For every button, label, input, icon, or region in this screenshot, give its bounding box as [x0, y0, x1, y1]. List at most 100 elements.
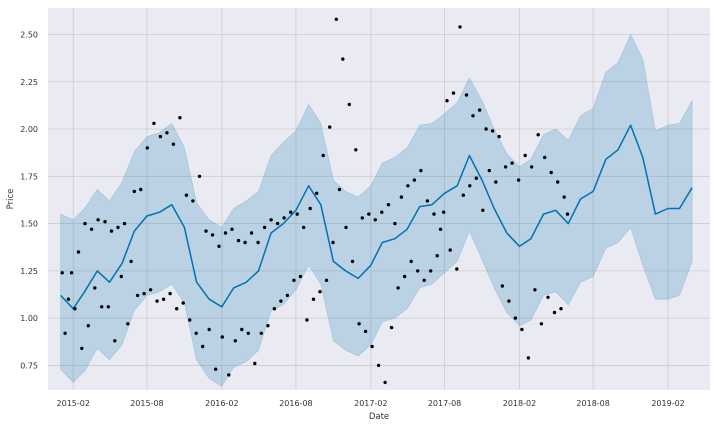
observation-point — [393, 221, 397, 226]
observation-point — [442, 210, 446, 214]
x-tick-label: 2015-02 — [57, 399, 90, 408]
observation-point — [370, 344, 374, 349]
observation-point — [562, 195, 566, 199]
observation-point — [240, 327, 244, 332]
observation-point — [516, 178, 521, 182]
observation-point — [494, 180, 498, 184]
observation-point — [132, 189, 136, 194]
observation-point — [308, 206, 312, 211]
observation-point — [256, 240, 260, 245]
observation-point — [402, 274, 407, 279]
x-tick-label: 2016-02 — [205, 399, 238, 408]
observation-point — [175, 307, 179, 311]
observation-point — [315, 191, 319, 195]
observation-point — [129, 259, 133, 264]
y-tick-label: 2.25 — [20, 78, 38, 87]
observation-point — [207, 327, 211, 332]
observation-point — [126, 322, 130, 326]
x-tick-label: 2015-08 — [130, 399, 163, 408]
observation-point — [282, 216, 286, 220]
observation-point — [145, 146, 149, 150]
observation-point — [318, 290, 322, 294]
observation-point — [347, 102, 351, 107]
observation-point — [214, 367, 218, 371]
y-tick-label: 1.00 — [20, 314, 38, 323]
observation-point — [533, 288, 537, 292]
observation-point — [139, 187, 143, 192]
observation-point — [552, 310, 557, 315]
observation-point — [455, 267, 459, 271]
observation-point — [116, 225, 120, 230]
observation-point — [328, 125, 332, 129]
observation-point — [386, 203, 391, 207]
observation-point — [302, 225, 306, 230]
observation-point — [230, 227, 234, 231]
observation-point — [279, 299, 283, 303]
observation-point — [152, 121, 156, 126]
observation-point — [406, 184, 410, 188]
x-tick-label: 2018-02 — [503, 399, 536, 408]
observation-point — [311, 297, 316, 301]
x-axis-ticks: 2015-02 2015-08 2016-02 2016-08 2017-02 2017-… — [57, 399, 685, 408]
observation-point — [155, 299, 159, 303]
observation-point — [168, 291, 172, 296]
x-tick-label: 2016-08 — [279, 399, 312, 408]
observation-point — [337, 187, 342, 192]
observation-point — [93, 286, 97, 290]
observation-point — [530, 165, 534, 169]
observation-point — [435, 254, 439, 258]
observation-point — [243, 240, 247, 245]
observation-point — [500, 284, 505, 288]
observation-point — [354, 148, 358, 152]
observation-point — [487, 168, 491, 173]
observation-point — [520, 327, 524, 332]
observation-point — [389, 325, 394, 330]
y-axis-title: Price — [6, 189, 16, 210]
observation-point — [549, 170, 553, 175]
observation-point — [363, 329, 368, 334]
observation-point — [490, 129, 495, 133]
observation-point — [76, 250, 81, 254]
observation-point — [165, 131, 169, 135]
y-tick-label: 1.75 — [20, 172, 38, 181]
x-tick-label: 2019-02 — [651, 399, 684, 408]
y-tick-label: 0.75 — [20, 361, 38, 370]
observation-point — [246, 331, 250, 335]
observation-point — [503, 165, 508, 169]
observation-point — [429, 269, 433, 273]
observation-point — [142, 291, 146, 296]
observation-point — [357, 322, 361, 326]
observation-point — [477, 108, 482, 112]
observation-point — [109, 229, 114, 233]
y-tick-label: 1.50 — [20, 220, 38, 229]
observation-point — [83, 221, 87, 226]
observation-point — [86, 324, 91, 328]
x-tick-label: 2017-08 — [428, 399, 461, 408]
observation-point — [341, 57, 345, 61]
observation-point — [262, 225, 267, 230]
observation-point — [289, 210, 293, 214]
observation-point — [539, 322, 544, 326]
observation-point — [507, 299, 511, 303]
observation-point — [344, 225, 348, 230]
observation-point — [526, 356, 531, 360]
observation-point — [422, 278, 426, 282]
observation-point — [425, 199, 430, 203]
observation-point — [122, 221, 127, 226]
observation-point — [523, 153, 527, 158]
observation-point — [334, 17, 338, 21]
observation-point — [383, 380, 387, 385]
observation-point — [412, 178, 417, 182]
observation-point — [178, 116, 182, 120]
observation-point — [253, 361, 257, 366]
observation-point — [66, 297, 71, 301]
observation-point — [100, 305, 104, 309]
observation-point — [194, 331, 198, 335]
observation-point — [197, 174, 202, 178]
observation-point — [204, 229, 208, 233]
observation-point — [350, 259, 355, 264]
observation-point — [236, 238, 241, 243]
observation-point — [497, 134, 501, 139]
observation-point — [223, 231, 228, 235]
